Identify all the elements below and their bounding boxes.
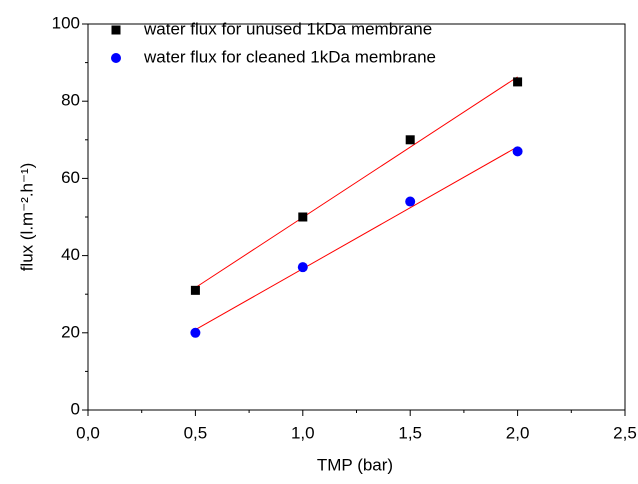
legend-label: water flux for cleaned 1kDa membrane <box>143 47 436 66</box>
y-tick-label: 40 <box>61 245 80 264</box>
y-tick-label: 80 <box>61 91 80 110</box>
legend-marker <box>111 53 121 63</box>
fit-line <box>195 76 518 289</box>
marker-square <box>190 285 200 295</box>
marker-circle <box>405 196 416 207</box>
y-tick-label: 60 <box>61 168 80 187</box>
y-axis-label: flux (l.m⁻².h⁻¹) <box>17 163 36 272</box>
x-tick-label: 0,5 <box>184 423 208 442</box>
x-tick-label: 2,0 <box>506 423 530 442</box>
x-tick-label: 1,0 <box>291 423 315 442</box>
marker-circle <box>512 146 523 157</box>
marker-circle <box>190 327 201 338</box>
y-tick-label: 0 <box>71 399 80 418</box>
legend-marker <box>111 25 121 35</box>
legend-label: water flux for unused 1kDa membrane <box>143 19 432 38</box>
x-tick-label: 1,5 <box>398 423 422 442</box>
y-tick-label: 100 <box>52 13 80 32</box>
marker-circle <box>297 262 308 273</box>
x-tick-label: 0,0 <box>76 423 100 442</box>
plot-frame <box>87 23 626 411</box>
y-tick-label: 20 <box>61 322 80 341</box>
x-axis-label: TMP (bar) <box>317 455 393 474</box>
marker-square <box>298 212 308 222</box>
marker-square <box>405 135 415 145</box>
marker-square <box>513 77 523 87</box>
fit-line <box>195 146 518 331</box>
x-tick-label: 2,5 <box>613 423 637 442</box>
